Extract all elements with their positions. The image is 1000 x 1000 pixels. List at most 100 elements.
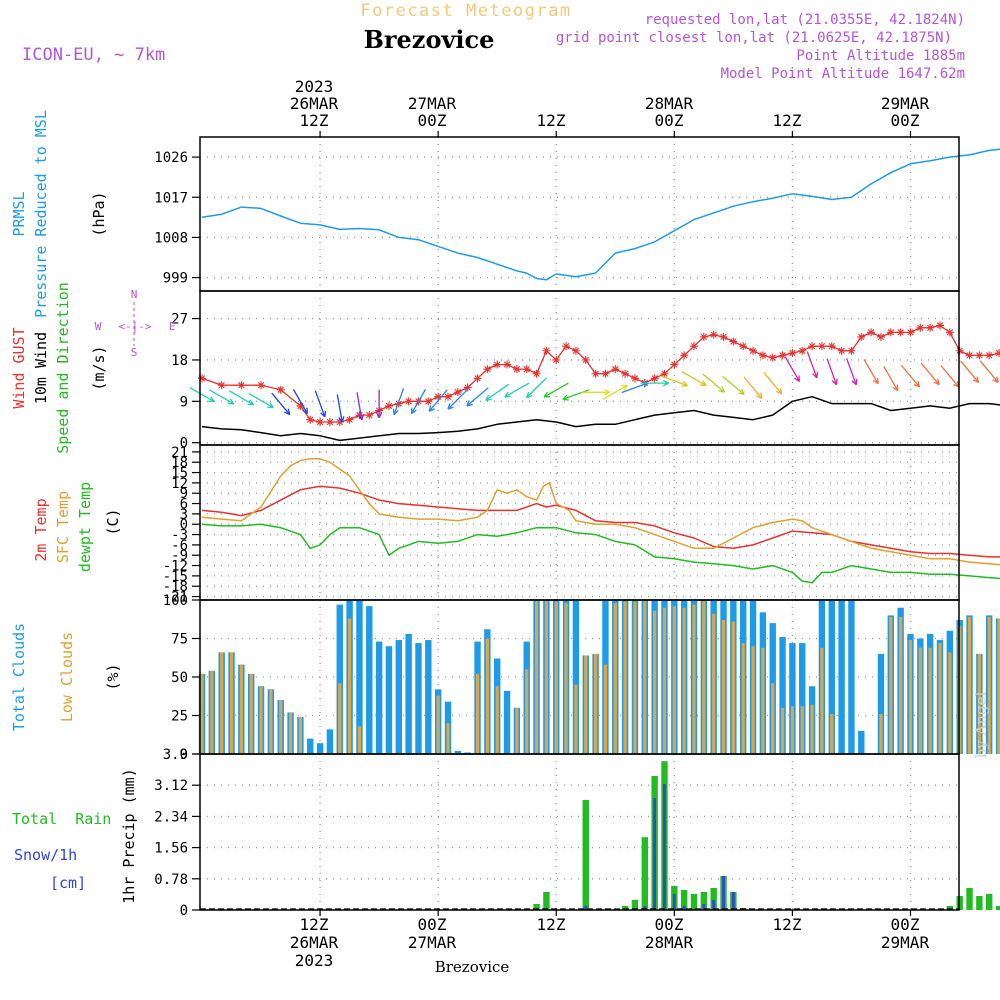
point-altitude: Point Altitude 1885m [796, 48, 965, 64]
wind-gust-marker [965, 351, 974, 360]
wind-direction-arrowhead [972, 376, 980, 383]
wind-ytick-label: 18 [171, 353, 188, 369]
low-clouds-bar [721, 620, 726, 754]
wind-direction-arrow [826, 358, 838, 386]
total-clouds-bar [464, 752, 471, 754]
wind-label-speed-dir: Speed and Direction [54, 282, 72, 454]
wind-direction-arrow [806, 351, 818, 379]
snow-bar [702, 904, 706, 910]
wind-direction-arrow [846, 358, 857, 386]
data-layer [189, 148, 1000, 910]
wind-label-gust: Wind GUST [10, 327, 28, 408]
low-clouds-bar [987, 616, 991, 754]
wind-direction-arrowhead [485, 394, 492, 401]
wind-gust-marker [709, 330, 718, 339]
wind-gust-marker [749, 346, 758, 355]
wind-gust-marker [876, 332, 885, 341]
wind-gust-marker [886, 328, 895, 337]
wind-direction-arrow [292, 389, 308, 414]
low-clouds-bar [751, 646, 755, 754]
snow-bar [731, 892, 735, 910]
pressure-label-prmsl: PRMSL [10, 191, 28, 236]
wind-gust-marker [975, 351, 984, 360]
wind-label-unit: (m/s) [90, 345, 108, 390]
rain-bar [533, 904, 540, 910]
wind-gust-marker [384, 401, 393, 410]
wind-direction-arrowhead [428, 405, 435, 412]
wind-gust-marker [857, 332, 866, 341]
total-clouds-bar [454, 750, 462, 754]
wind-gust-marker [306, 415, 315, 424]
low-clouds-bar [210, 670, 214, 754]
clouds-label-low: Low Clouds [58, 632, 76, 722]
wind-direction-arrowhead [794, 375, 801, 382]
wind-direction-arrow [621, 382, 649, 394]
low-clouds-bar [889, 616, 893, 754]
wind-gust-marker [217, 381, 226, 390]
low-clouds-bar [672, 606, 676, 754]
rain-bar [966, 888, 973, 910]
wind-gust-marker [335, 418, 344, 427]
rain-bar [621, 906, 629, 910]
snow-bar [653, 798, 657, 910]
bottom-time-hour: 00Z [418, 915, 447, 934]
top-time-axis: 2023 26MAR 12Z 27MAR 00Z 12Z 28MAR 00Z 1… [290, 77, 930, 130]
grid-layer [200, 137, 959, 911]
wind-gust-marker [483, 365, 492, 374]
compass-rose: N S W E <-|-> [95, 288, 176, 359]
wind-gust-marker [936, 321, 944, 330]
wind-direction-arrowhead [267, 402, 274, 409]
low-clouds-bar [564, 603, 568, 754]
low-clouds-bar [613, 603, 617, 754]
low-clouds-bar [918, 647, 922, 754]
precip-ytick-label: 0.78 [154, 872, 188, 888]
compass-arrows: <-|-> [118, 320, 151, 333]
low-clouds-bar [475, 673, 480, 754]
wind-direction-arrowhead [357, 413, 365, 421]
wind-direction-arrow [393, 388, 405, 415]
wind-direction-arrowhead [208, 396, 215, 403]
clouds-ytick-label: 50 [171, 670, 188, 686]
top-time-date: 27MAR [408, 94, 457, 113]
wind-ytick-label: 9 [180, 394, 188, 410]
low-clouds-bar [633, 601, 637, 754]
total-clouds-bar [326, 729, 334, 754]
wind-direction-arrowhead [933, 378, 940, 386]
temp-label-sfc: SFC Temp [54, 491, 72, 563]
temp-dewpt-line [201, 523, 1000, 584]
footer-location: Brezovice [435, 958, 510, 976]
wind-direction-arrow [466, 387, 489, 407]
rain-bar [543, 892, 550, 910]
wind-direction-arrow [485, 383, 510, 401]
wind-direction-arrow [447, 388, 469, 410]
wind-direction-arrow [863, 359, 879, 385]
total-clouds-bar [375, 641, 383, 754]
low-clouds-bar [436, 695, 440, 754]
wind-gust-marker [542, 346, 551, 355]
bottom-time-year: 2023 [295, 951, 334, 970]
pressure-label-unit: (hPa) [90, 191, 108, 236]
grid-point-coords: grid point closest lon,lat (21.0625E, 42… [556, 30, 952, 46]
low-clouds-bar [220, 652, 224, 754]
wind-direction-arrow [356, 392, 363, 421]
low-clouds-bar [279, 700, 283, 754]
wind-direction-arrow [543, 382, 569, 398]
wind-gust-marker [896, 328, 905, 337]
low-clouds-bar [692, 604, 696, 754]
total-clouds-bar [848, 600, 855, 754]
wind-gust-marker [758, 351, 767, 360]
low-clouds-bar [810, 704, 814, 754]
low-clouds-bar [761, 647, 765, 754]
wind-direction-arrow [314, 390, 326, 418]
wind-gust-marker [699, 332, 708, 341]
total-clouds-bar [572, 600, 580, 754]
low-clouds-bar [653, 610, 657, 754]
wind-direction-arrow [979, 360, 999, 383]
wind-gust-marker [453, 388, 462, 397]
snow-bar [712, 900, 716, 910]
wind-direction-arrowhead [700, 380, 707, 387]
wind-direction-arrowhead [543, 391, 551, 398]
low-clouds-bar [495, 686, 499, 754]
wind-gust-marker [552, 355, 561, 364]
